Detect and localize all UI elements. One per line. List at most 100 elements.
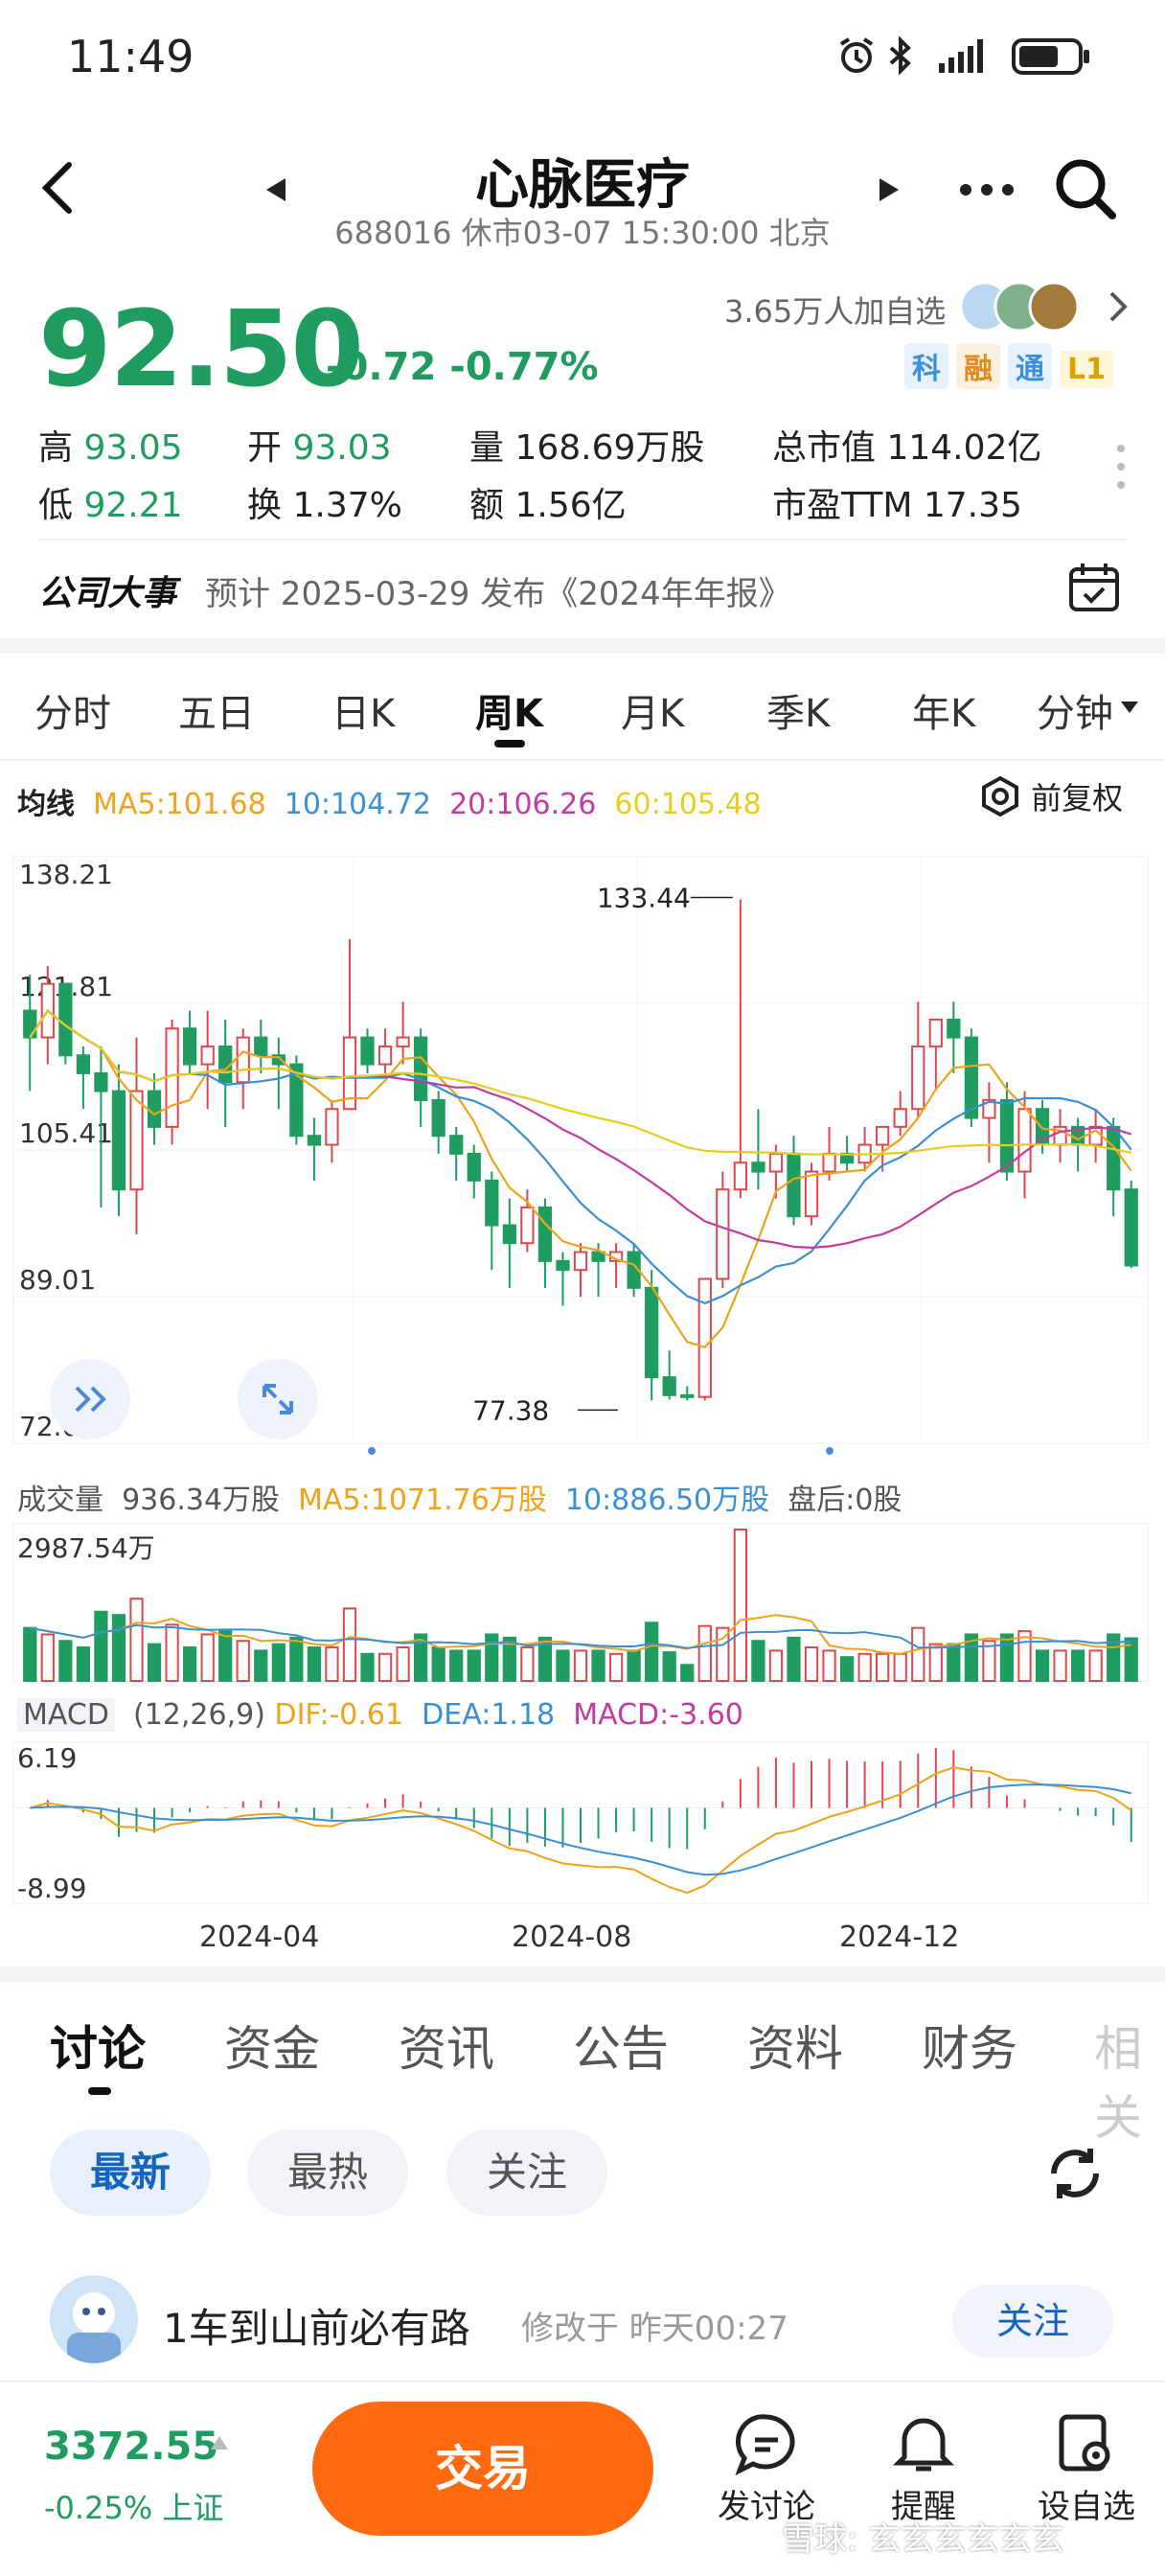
- volume-bar: [200, 1633, 215, 1682]
- back-button[interactable]: [38, 159, 77, 220]
- tab-financials[interactable]: 财务: [922, 2021, 1017, 2077]
- tab-minute[interactable]: 分钟: [1037, 692, 1113, 736]
- tab-five-day[interactable]: 五日: [178, 692, 255, 736]
- candle-body: [556, 1259, 570, 1272]
- candle-body: [307, 1135, 322, 1146]
- volume-bar: [271, 1643, 286, 1682]
- section-gap: [0, 1966, 1165, 1982]
- low-annotation: 77.38: [472, 1394, 549, 1426]
- high-annotation: 133.44: [597, 883, 691, 914]
- stat-label: 低: [38, 486, 74, 525]
- post-discussion-button[interactable]: 发讨论: [699, 2411, 834, 2527]
- fullscreen-button[interactable]: [238, 1359, 318, 1439]
- adjust-label: 前复权: [1031, 780, 1124, 816]
- candle-body: [787, 1152, 801, 1218]
- add-watchlist-button[interactable]: 设自选: [1019, 2411, 1154, 2527]
- current-price: 92.50: [38, 288, 364, 410]
- volume-bar: [414, 1633, 428, 1682]
- search-icon[interactable]: [1052, 155, 1119, 226]
- macd-chart[interactable]: [0, 1738, 1165, 1907]
- stat-open: 开 93.03: [247, 420, 392, 470]
- volume-bar: [449, 1649, 464, 1682]
- y-tick-label: 138.21: [19, 859, 113, 890]
- company-events-label[interactable]: 公司大事: [38, 574, 177, 613]
- period-dot: [826, 1447, 834, 1455]
- volume-bar: [751, 1640, 765, 1682]
- tab-monthly-k[interactable]: 月K: [621, 692, 685, 736]
- macd-title: MACD: [17, 1698, 115, 1732]
- macd-dea: DEA:1.18: [422, 1698, 556, 1732]
- adjust-button[interactable]: 前复权: [979, 774, 1123, 818]
- tab-discussion[interactable]: 讨论: [50, 2021, 146, 2077]
- volume-bar: [928, 1643, 943, 1682]
- refresh-icon[interactable]: [1042, 2141, 1108, 2210]
- volume-bar: [911, 1626, 925, 1682]
- stat-value: 92.21: [83, 486, 183, 525]
- tab-yearly-k[interactable]: 年K: [912, 692, 976, 736]
- candle-body: [716, 1188, 730, 1280]
- candle-body: [467, 1152, 481, 1182]
- volume-bar: [76, 1646, 91, 1682]
- tab-daily-k[interactable]: 日K: [331, 692, 396, 736]
- volume-bar: [165, 1623, 179, 1682]
- stat-low: 低 92.21: [38, 477, 183, 527]
- filter-hottest[interactable]: 最热: [247, 2129, 408, 2216]
- volume-bar: [58, 1640, 73, 1682]
- stat-high: 高 93.05: [38, 420, 183, 470]
- follower-avatars[interactable]: [958, 280, 1092, 337]
- filter-latest[interactable]: 最新: [50, 2129, 211, 2216]
- volume-bar: [307, 1646, 322, 1682]
- candle-body: [768, 1152, 784, 1173]
- signal-icon: [925, 36, 994, 79]
- volume-bar: [999, 1633, 1015, 1682]
- tab-profile[interactable]: 资料: [747, 2021, 843, 2077]
- trade-button[interactable]: 交易: [312, 2402, 653, 2536]
- tag-star-market: 科: [904, 343, 948, 389]
- tag-connect: 通: [1008, 343, 1052, 389]
- stat-value: 168.69万股: [514, 428, 705, 468]
- volume-bar: [360, 1652, 375, 1683]
- prev-stock-icon[interactable]: [264, 176, 287, 207]
- alarm-icon: [837, 36, 876, 79]
- tab-related[interactable]: 相关: [1094, 2021, 1142, 2146]
- avatar[interactable]: [50, 2275, 138, 2363]
- company-events-text[interactable]: 预计 2025-03-29 发布《2024年年报》: [205, 575, 791, 613]
- volume-bar: [1053, 1649, 1067, 1682]
- x-tick-label: 2024-04: [199, 1920, 320, 1954]
- tab-weekly-k[interactable]: 周K: [475, 692, 543, 736]
- stat-label: 总市值: [772, 428, 877, 468]
- more-icon[interactable]: [958, 182, 1016, 201]
- followers-count[interactable]: 3.65万人加自选: [724, 293, 947, 330]
- next-stock-icon[interactable]: [878, 176, 901, 207]
- expand-stats-icon[interactable]: [1115, 443, 1127, 494]
- candle-body: [627, 1251, 641, 1289]
- index-value[interactable]: 3372.55: [44, 2425, 219, 2469]
- tab-intraday[interactable]: 分时: [34, 692, 111, 736]
- candle-body: [396, 1036, 410, 1047]
- dropdown-icon[interactable]: [1119, 700, 1140, 719]
- watermark: 雪球: 玄玄玄玄玄玄: [782, 2520, 1064, 2559]
- candle-body: [680, 1393, 695, 1398]
- calendar-icon[interactable]: [1067, 560, 1121, 617]
- reminder-button[interactable]: 提醒: [857, 2411, 991, 2527]
- chevron-right-icon[interactable]: [1108, 289, 1131, 328]
- filter-following[interactable]: 关注: [446, 2129, 607, 2216]
- tab-quarterly-k[interactable]: 季K: [766, 692, 831, 736]
- collapse-sidebar-button[interactable]: [50, 1359, 130, 1439]
- candle-body: [236, 1036, 250, 1084]
- tab-announcements[interactable]: 公告: [573, 2021, 669, 2077]
- tab-news[interactable]: 资讯: [399, 2021, 494, 2077]
- index-change[interactable]: -0.25% 上证: [44, 2490, 224, 2526]
- volume-bar: [857, 1652, 872, 1683]
- tab-funds[interactable]: 资金: [224, 2021, 320, 2077]
- follow-button[interactable]: 关注: [952, 2285, 1113, 2358]
- volume-chart[interactable]: [0, 1520, 1165, 1685]
- post-author[interactable]: 1车到山前必有路: [163, 2305, 470, 2352]
- volume-after-hours: 盘后:0股: [788, 1484, 902, 1517]
- double-chevron-icon: [75, 1386, 106, 1413]
- volume-bar: [876, 1652, 890, 1683]
- chat-icon: [699, 2411, 834, 2480]
- candle-body: [982, 1098, 996, 1119]
- volume-bar: [485, 1633, 499, 1682]
